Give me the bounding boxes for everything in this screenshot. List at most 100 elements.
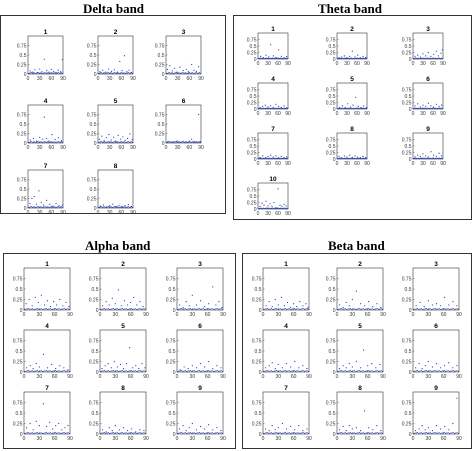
data-point: [220, 430, 222, 432]
baseline-point: [414, 57, 416, 59]
y-tick-label: 0.5: [169, 349, 176, 355]
baseline-point: [349, 369, 351, 372]
x-tick-label: 30: [113, 312, 119, 318]
baseline-point: [428, 57, 430, 59]
data-point: [345, 301, 347, 304]
baseline-point: [343, 57, 345, 60]
x-tick-label: 90: [440, 111, 446, 117]
panel-frame: [176, 391, 224, 435]
baseline-point: [44, 370, 46, 372]
baseline-point: [41, 370, 44, 373]
baseline-point: [129, 370, 131, 372]
baseline-point: [274, 57, 276, 59]
baseline-point: [221, 432, 223, 435]
y-tick-label: 0: [20, 370, 23, 376]
x-tick-label: 90: [198, 76, 204, 82]
baseline-point: [446, 308, 448, 310]
panel-label: 2: [350, 26, 354, 33]
data-point: [456, 365, 458, 367]
baseline-point: [268, 432, 270, 434]
baseline-point: [60, 206, 62, 208]
baseline-point: [57, 206, 59, 208]
baseline-point: [438, 107, 440, 109]
baseline-point: [27, 369, 30, 372]
baseline-point: [137, 308, 139, 310]
baseline-point: [336, 108, 338, 110]
baseline-point: [54, 72, 56, 74]
baseline-point: [456, 308, 458, 310]
x-tick-label: 0: [97, 145, 100, 151]
baseline-point: [207, 369, 209, 372]
y-tick-label: 0.5: [250, 44, 257, 50]
data-point: [35, 363, 37, 365]
baseline-point: [343, 157, 345, 160]
data-point: [265, 305, 267, 307]
y-tick-label: 0.75: [402, 138, 412, 144]
baseline-point: [358, 307, 360, 310]
panel-label: 1: [284, 261, 288, 268]
baseline-point: [443, 431, 445, 434]
baseline-point: [361, 107, 363, 110]
baseline-point: [181, 72, 183, 74]
baseline-point: [356, 157, 358, 159]
y-tick-label: 0: [333, 107, 336, 113]
baseline-point: [274, 432, 276, 434]
baseline-point: [47, 72, 49, 74]
baseline-point: [346, 370, 348, 373]
baseline-point: [111, 141, 113, 144]
baseline-point: [59, 370, 61, 373]
y-tick-label: 0.5: [90, 122, 97, 128]
x-tick-label: 30: [175, 145, 181, 151]
baseline-point: [220, 370, 222, 372]
baseline-point: [196, 432, 198, 434]
baseline-point: [31, 141, 33, 143]
baseline-point: [216, 431, 218, 434]
data-point: [348, 425, 350, 427]
data-point: [141, 363, 143, 365]
baseline-point: [64, 370, 67, 372]
baseline-point: [126, 370, 129, 373]
x-tick-label: 60: [430, 61, 436, 67]
panel-label: 6: [426, 76, 430, 83]
baseline-point: [60, 141, 63, 143]
baseline-point: [376, 431, 378, 434]
baseline-point: [68, 370, 70, 373]
baseline-point: [305, 370, 307, 372]
x-tick-label: 60: [275, 211, 281, 217]
baseline-point: [67, 308, 69, 310]
data-point: [419, 301, 421, 304]
baseline-point: [116, 308, 118, 310]
baseline-point: [302, 369, 304, 372]
x-tick-label: 60: [49, 76, 55, 82]
baseline-point: [168, 72, 170, 74]
baseline-point: [285, 57, 287, 59]
x-tick-label: 0: [336, 312, 339, 318]
panel-frame: [262, 329, 310, 373]
baseline-point: [59, 206, 61, 208]
data-point: [452, 301, 454, 303]
baseline-point: [349, 157, 351, 160]
x-tick-label: 0: [176, 374, 179, 380]
baseline-point: [116, 432, 118, 434]
baseline-point: [357, 108, 359, 110]
baseline-point: [211, 432, 213, 434]
baseline-point: [45, 141, 47, 143]
baseline-point: [116, 72, 118, 74]
data-point: [122, 368, 125, 370]
data-point: [430, 55, 432, 58]
baseline-point: [29, 141, 31, 143]
x-tick-label: 60: [52, 312, 58, 318]
baseline-point: [189, 369, 191, 372]
baseline-point: [109, 206, 111, 208]
data-point: [38, 425, 40, 427]
data-point: [41, 71, 43, 73]
x-tick-label: 90: [130, 145, 136, 151]
data-point: [173, 141, 175, 143]
data-point: [435, 303, 438, 305]
baseline-point: [416, 369, 419, 372]
baseline-point: [105, 308, 107, 310]
baseline-point: [264, 57, 266, 60]
baseline-point: [352, 370, 354, 372]
baseline-point: [128, 432, 130, 434]
